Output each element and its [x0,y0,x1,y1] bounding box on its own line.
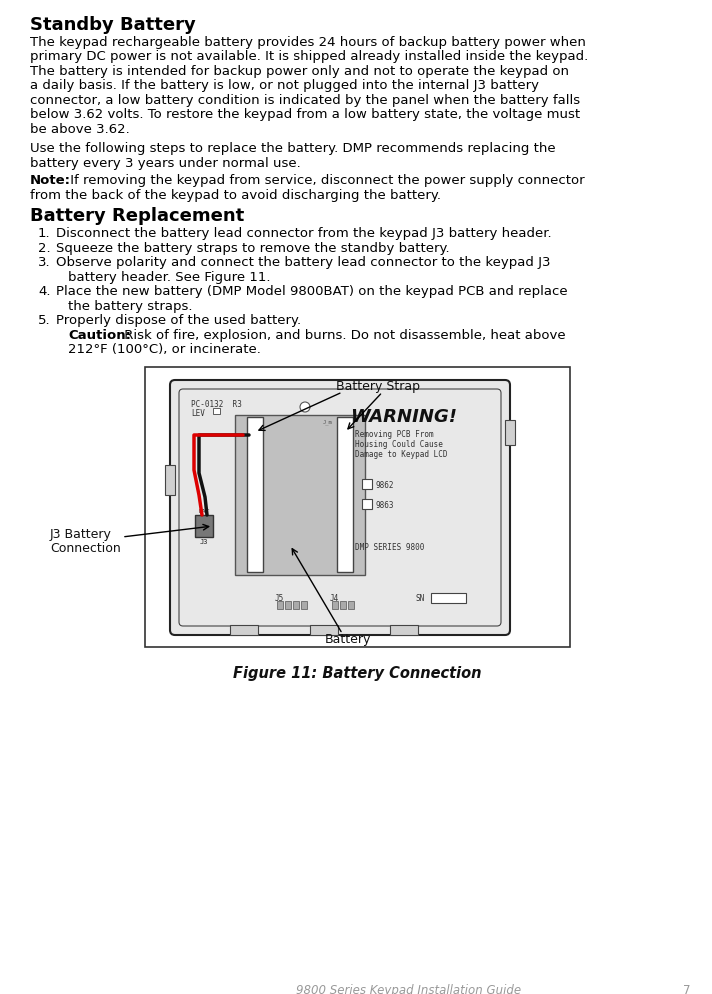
Text: 1.: 1. [38,228,51,241]
Text: The keypad rechargeable battery provides 24 hours of backup battery power when: The keypad rechargeable battery provides… [30,36,586,49]
Text: Observe polarity and connect the battery lead connector to the keypad J3: Observe polarity and connect the battery… [56,256,550,269]
Bar [195,516,213,538]
Text: 9862: 9862 [376,480,394,489]
FancyBboxPatch shape [170,381,510,635]
Text: 7: 7 [683,983,690,994]
Text: Removing PCB From: Removing PCB From [355,429,434,438]
Text: Housing Could Cause: Housing Could Cause [355,439,443,448]
Bar [340,601,346,609]
Text: Squeeze the battery straps to remove the standby battery.: Squeeze the battery straps to remove the… [56,242,449,254]
Text: Properly dispose of the used battery.: Properly dispose of the used battery. [56,314,301,327]
Bar [145,368,570,647]
Bar [348,601,354,609]
Text: be above 3.62.: be above 3.62. [30,123,130,136]
Text: below 3.62 volts. To restore the keypad from a low battery state, the voltage mu: below 3.62 volts. To restore the keypad … [30,108,580,121]
Bar [293,601,299,609]
Text: J3 Battery: J3 Battery [50,528,112,541]
Bar [505,420,515,445]
Text: from the back of the keypad to avoid discharging the battery.: from the back of the keypad to avoid dis… [30,189,441,202]
Bar [310,625,338,635]
Bar [285,601,291,609]
Text: 9800 Series Keypad Installation Guide: 9800 Series Keypad Installation Guide [296,983,521,994]
Text: WARNING!: WARNING! [350,408,457,425]
Bar [301,601,307,609]
Text: PC-0132  R3: PC-0132 R3 [191,400,242,409]
Text: connector, a low battery condition is indicated by the panel when the battery fa: connector, a low battery condition is in… [30,93,580,107]
Bar [230,625,258,635]
Text: Damage to Keypad LCD: Damage to Keypad LCD [355,449,448,458]
Text: a daily basis. If the battery is low, or not plugged into the internal J3 batter: a daily basis. If the battery is low, or… [30,80,539,92]
Bar [337,417,353,573]
Text: 212°F (100°C), or incinerate.: 212°F (100°C), or incinerate. [68,343,261,356]
Text: Standby Battery: Standby Battery [30,16,196,34]
Text: battery header. See Figure 11.: battery header. See Figure 11. [68,270,271,283]
Text: 3.: 3. [38,256,51,269]
Bar [277,601,283,609]
Bar [431,593,466,603]
Bar [165,465,175,495]
Text: the battery straps.: the battery straps. [68,300,192,313]
Text: Caution:: Caution: [68,329,131,342]
Text: Note:: Note: [30,174,71,187]
Bar [332,601,338,609]
Text: LEV: LEV [191,409,205,417]
Circle shape [300,403,310,413]
Bar [235,415,365,576]
Text: If removing the keypad from service, disconnect the power supply connector: If removing the keypad from service, dis… [66,174,585,187]
Bar [390,625,418,635]
Text: Figure 11: Battery Connection: Figure 11: Battery Connection [234,665,482,680]
Text: 4.: 4. [38,285,51,298]
Text: SN: SN [415,593,424,602]
Bar [213,409,220,414]
Text: primary DC power is not available. It is shipped already installed inside the ke: primary DC power is not available. It is… [30,51,588,64]
Text: J4: J4 [330,593,339,602]
Text: Connection: Connection [50,542,121,555]
Text: Battery: Battery [324,632,371,645]
Text: Place the new battery (DMP Model 9800BAT) on the keypad PCB and replace: Place the new battery (DMP Model 9800BAT… [56,285,567,298]
Text: DMP SERIES 9800: DMP SERIES 9800 [355,543,424,552]
Text: J_m: J_m [323,418,333,424]
Text: Risk of fire, explosion, and burns. Do not disassemble, heat above: Risk of fire, explosion, and burns. Do n… [120,329,565,342]
Text: J5: J5 [275,593,284,602]
Bar [362,479,372,489]
Text: Battery Replacement: Battery Replacement [30,208,244,226]
Text: battery every 3 years under normal use.: battery every 3 years under normal use. [30,157,300,170]
Bar [362,500,372,510]
Text: Disconnect the battery lead connector from the keypad J3 battery header.: Disconnect the battery lead connector fr… [56,228,552,241]
Text: 2.: 2. [38,242,51,254]
Text: 5.: 5. [38,314,51,327]
Bar [247,417,263,573]
Text: 9863: 9863 [376,501,394,510]
Text: BAT: BAT [199,509,209,514]
Text: Use the following steps to replace the battery. DMP recommends replacing the: Use the following steps to replace the b… [30,142,555,155]
Text: Battery Strap: Battery Strap [335,380,419,393]
Text: The battery is intended for backup power only and not to operate the keypad on: The battery is intended for backup power… [30,65,569,78]
Text: J3: J3 [200,539,208,545]
